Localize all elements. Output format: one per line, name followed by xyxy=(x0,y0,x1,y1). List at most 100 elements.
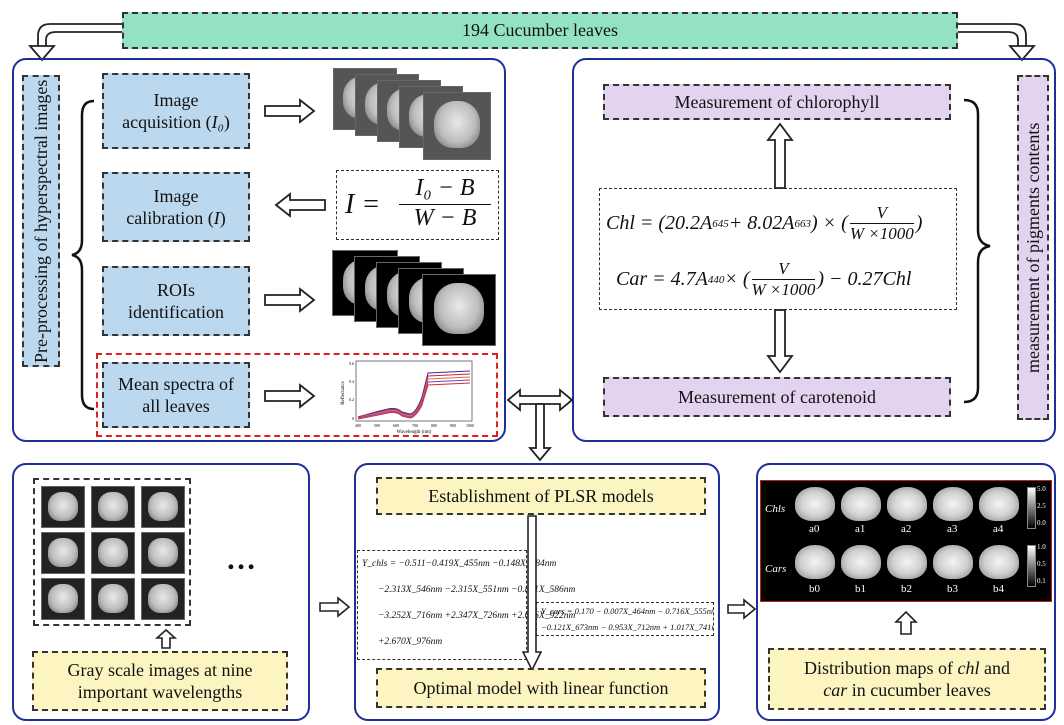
car-map-leaf xyxy=(841,545,881,579)
scale-label: 0.5 xyxy=(1037,560,1046,568)
grayscale-image xyxy=(141,532,185,574)
step-var: I₀ xyxy=(211,112,224,132)
bottom-arrow-1 xyxy=(319,596,351,618)
row-label-cars: Cars xyxy=(765,563,787,575)
grayscale-image xyxy=(41,486,85,528)
left-brace xyxy=(71,99,95,411)
eq-car-fraction: V W ×1000 xyxy=(751,259,816,300)
caption-line: Gray scale images at nine xyxy=(67,659,253,680)
map-label: a2 xyxy=(901,523,912,535)
plot-ytick: 0.6 xyxy=(349,361,354,366)
pigment-label: measurement of pigments contents xyxy=(1022,122,1043,373)
distribution-up-arrow xyxy=(894,610,918,635)
step-label: acquisition (I₀) xyxy=(122,111,230,134)
optimal-label: Optimal model with linear function xyxy=(413,677,669,698)
eq-chl-sub: 663 xyxy=(794,217,812,230)
image-calibration-box: Image calibration (I) xyxy=(102,172,250,242)
header-title: 194 Cucumber leaves xyxy=(462,20,618,41)
eq-car-num: V xyxy=(751,259,816,280)
grayscale-image xyxy=(91,532,135,574)
caption-text: in cucumber leaves xyxy=(851,680,991,700)
car-map-leaf xyxy=(933,545,973,579)
formula-lhs: I = xyxy=(345,189,381,220)
eq-car-sub: 440 xyxy=(707,273,725,286)
grayscale-grid xyxy=(33,478,191,626)
ellipsis: … xyxy=(226,543,256,576)
eq-car-part: Car = 4.7A xyxy=(616,268,708,290)
header-title-box: 194 Cucumber leaves xyxy=(122,12,958,49)
plot-xtick: 1000 xyxy=(466,423,474,428)
preprocessing-panel xyxy=(12,58,506,442)
eq-chls-line: −2.313X_546nm −2.315X_551nm −0.871X_586n… xyxy=(378,585,576,595)
eq-cars-line: Y_cars = 0.170 − 0.007X_464nm − 0.716X_5… xyxy=(541,606,714,616)
eq-car-part: ) − 0.27Chl xyxy=(817,268,912,290)
optimal-box: Optimal model with linear function xyxy=(376,668,706,708)
plot-xtick: 800 xyxy=(431,423,437,428)
eq-chl-num: V xyxy=(849,203,914,224)
plot-ytick: 0.4 xyxy=(349,379,354,384)
chl-map-leaf xyxy=(887,487,927,521)
plot-xtick: 400 xyxy=(355,423,361,428)
distribution-panel xyxy=(756,463,1056,721)
map-label: a4 xyxy=(993,523,1004,535)
caption-line: car in cucumber leaves xyxy=(823,679,990,702)
formula-numerator: I₀ − B xyxy=(399,175,491,205)
hyperspectral-image-stack xyxy=(333,68,503,160)
plsr-down-arrow xyxy=(522,515,542,672)
plot-xtick: 900 xyxy=(450,423,456,428)
chl-map-leaf xyxy=(933,487,973,521)
grayscale-image xyxy=(91,486,135,528)
chl-map-leaf xyxy=(841,487,881,521)
eq-chls-line: −3.252X_716nm +2.347X_726nm +2.616X_922n… xyxy=(378,611,576,621)
scale-label: 2.5 xyxy=(1037,502,1046,510)
central-connector-arrows xyxy=(506,388,574,462)
bottom-arrow-2 xyxy=(727,598,757,620)
grayscale-image xyxy=(91,578,135,620)
scale-label: 0.0 xyxy=(1037,519,1046,527)
car-map-leaf xyxy=(795,545,835,579)
right-panel-arrows xyxy=(766,98,991,404)
caption-text: and xyxy=(984,657,1010,678)
step-label: Image xyxy=(153,185,199,206)
step-label: identification xyxy=(128,302,224,322)
plot-xtick: 500 xyxy=(374,423,380,428)
eq-car-part: × ( xyxy=(724,268,750,290)
plot-xtick: 700 xyxy=(412,423,418,428)
distribution-maps: Chls Cars a0 a1 a2 a3 a4 b0 b1 b2 b3 b4 … xyxy=(760,480,1052,602)
image-acquisition-box: Image acquisition (I₀) xyxy=(102,73,250,149)
equations-box: Chl = (20.2A 645 + 8.02A 663) × ( V W ×100… xyxy=(599,188,957,310)
header-arrows xyxy=(28,23,1036,62)
grayscale-panel xyxy=(12,463,310,721)
plot-xlabel: Wavelength (nm) xyxy=(397,430,432,435)
grayscale-image xyxy=(41,532,85,574)
chlorophyll-label: Measurement of chlorophyll xyxy=(674,91,880,112)
car-map-leaf xyxy=(887,545,927,579)
plsr-panel xyxy=(354,463,720,721)
hyperspectral-image xyxy=(423,92,491,160)
carotenoid-box: Measurement of carotenoid xyxy=(603,377,951,417)
eq-chls-box: Y_chls = −0.511−0.419X_455nm −0.148X_484… xyxy=(357,550,576,660)
chl-map-leaf xyxy=(795,487,835,521)
map-label: b2 xyxy=(901,583,912,595)
step-label: Mean spectra of xyxy=(118,373,234,394)
map-label: b3 xyxy=(947,583,958,595)
grayscale-image xyxy=(141,578,185,620)
roi-image-stack xyxy=(332,250,502,346)
step-var: I xyxy=(213,208,220,228)
caption-chl: chl xyxy=(957,657,980,678)
step-label: all leaves xyxy=(142,396,210,416)
plot-ylabel: Reflectance xyxy=(341,380,346,404)
step-close: ) xyxy=(219,208,226,228)
calibration-formula-box: I = I₀ − B W − B xyxy=(336,170,499,240)
step-close: ) xyxy=(223,112,230,132)
eq-chl-part: Chl = (20.2A xyxy=(606,212,713,234)
eq-chls-line: +2.670X_976nm xyxy=(378,637,443,647)
row-label-chls: Chls xyxy=(765,503,786,515)
grayscale-up-arrow xyxy=(154,628,178,649)
eq-chls-line: Y_chls = −0.511−0.419X_455nm −0.148X_484… xyxy=(362,559,557,569)
grayscale-image xyxy=(41,578,85,620)
map-label: b0 xyxy=(809,583,820,595)
mean-spectra-plot: Reflectance Wavelength (nm) 400 500 600 … xyxy=(341,360,474,435)
mean-spectra-highlight xyxy=(96,353,498,437)
eq-cars-box: Y_cars = 0.170 − 0.007X_464nm − 0.716X_5… xyxy=(536,602,714,636)
